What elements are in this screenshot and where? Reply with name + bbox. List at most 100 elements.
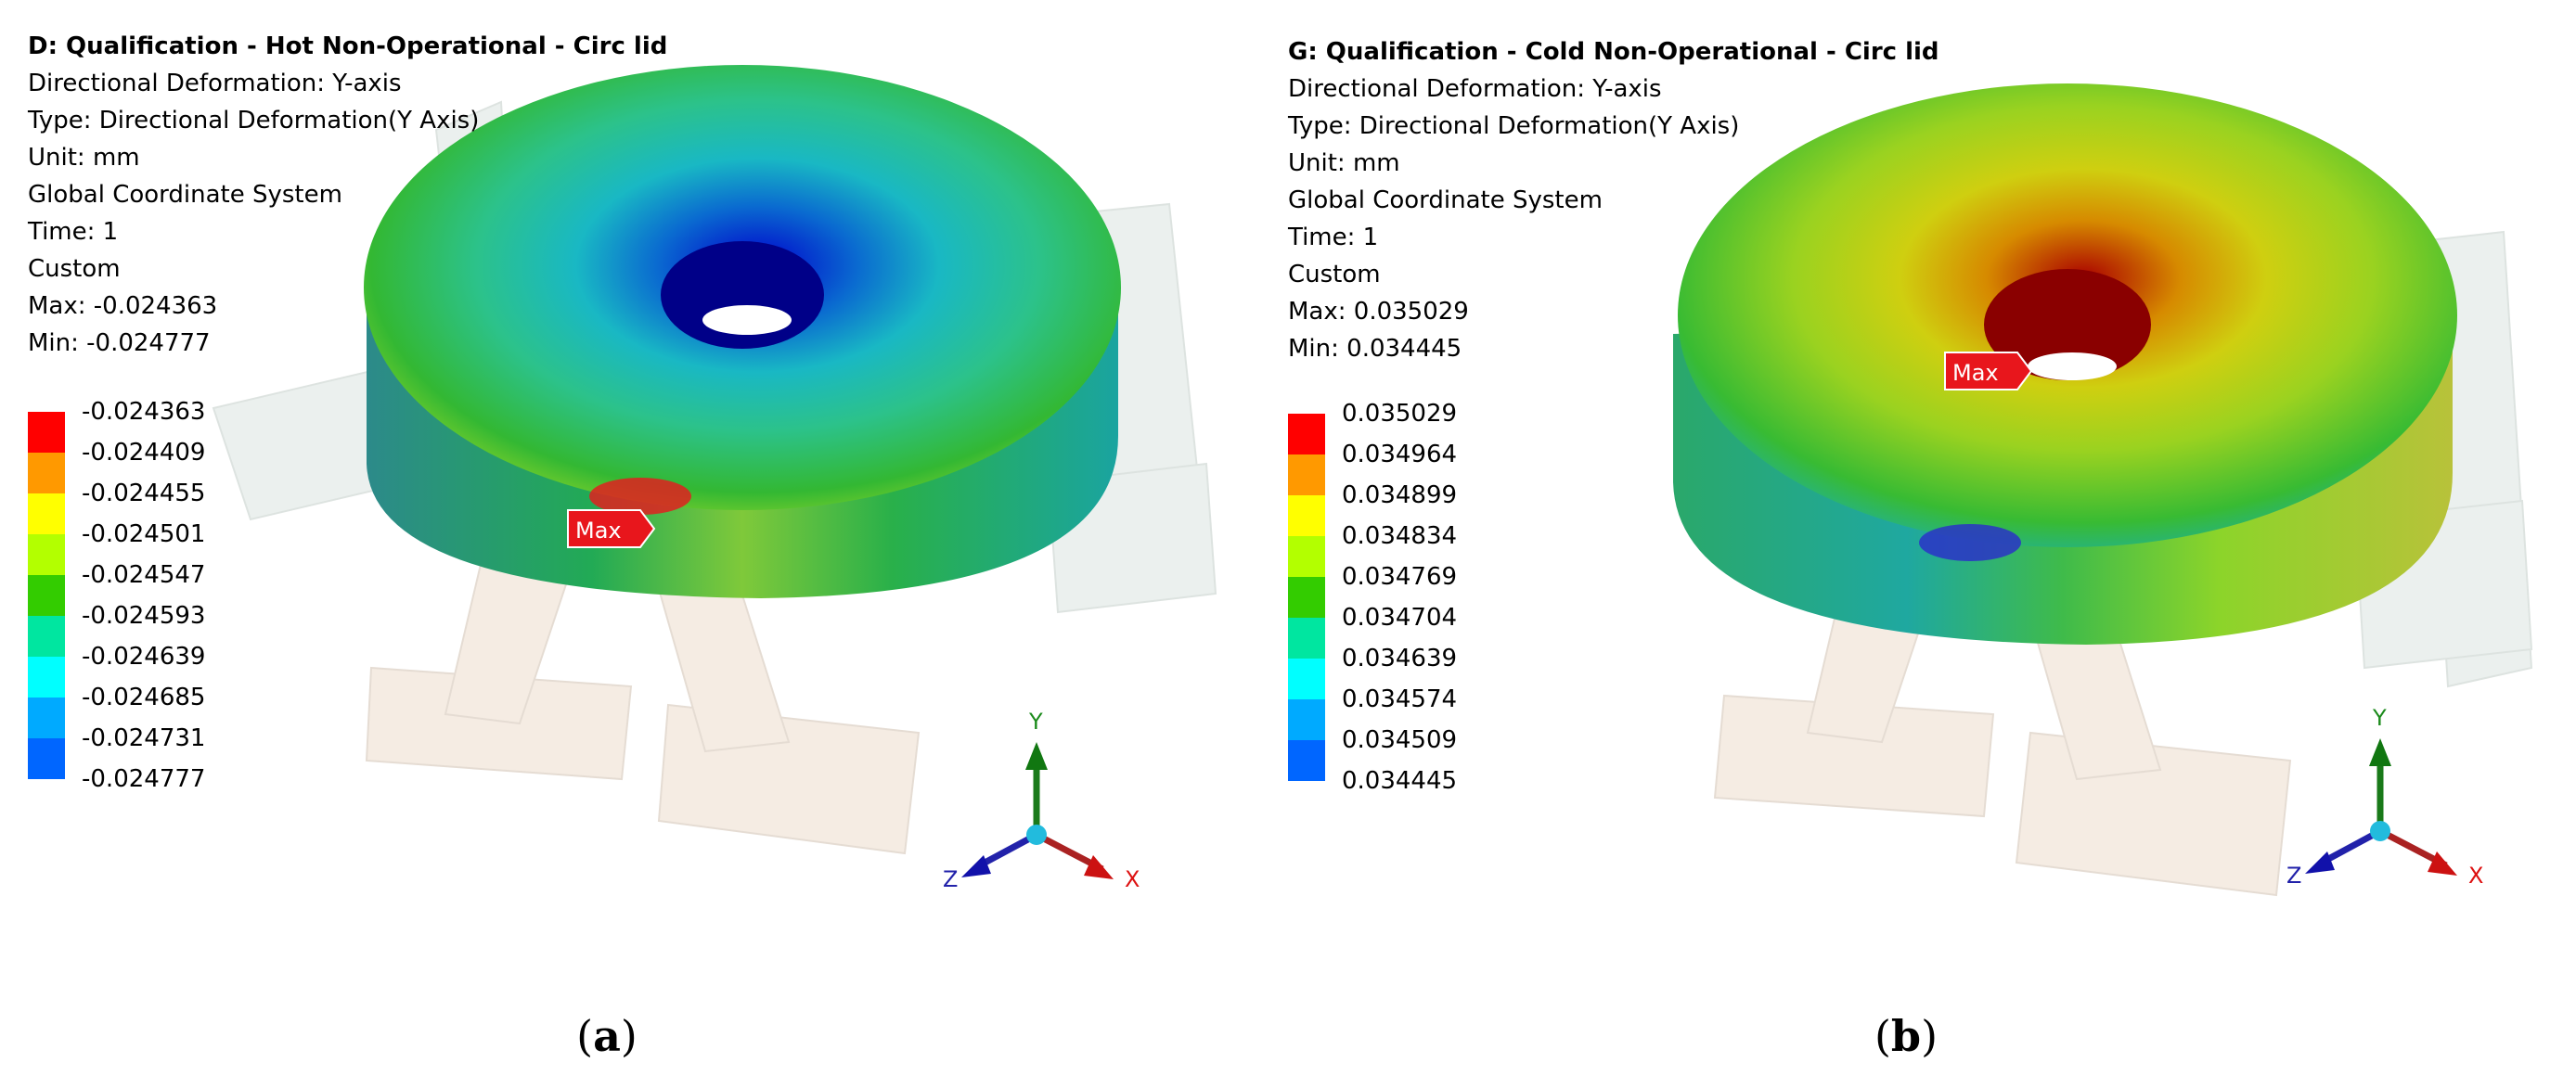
- legend-swatch: [28, 493, 65, 534]
- legend-row: 0.034834: [1288, 524, 1548, 577]
- legend-swatch: [1288, 536, 1325, 577]
- result-panel-hot: Max Y X Z D: Qualification - Hot Non-Ope…: [28, 28, 1217, 1061]
- legend-swatch: [1288, 454, 1325, 495]
- legend-swatch: [1288, 495, 1325, 536]
- info-line: Type: Directional Deformation(Y Axis): [1288, 112, 1740, 140]
- legend-row: 0.034899: [1288, 483, 1548, 536]
- result-title: D: Qualification - Hot Non-Operational -…: [28, 32, 668, 60]
- legend-value: 0.034704: [1342, 604, 1458, 632]
- max-marker-label: Max: [575, 518, 622, 544]
- legend-swatch: [1288, 659, 1325, 699]
- legend-row: -0.024501: [28, 522, 288, 575]
- legend-value: -0.024455: [82, 480, 206, 507]
- legend-swatch: [28, 534, 65, 575]
- deformation-model-view: Max Y X Z: [1673, 83, 2533, 897]
- legend-value: 0.035029: [1342, 400, 1458, 428]
- legend-value: 0.034509: [1342, 726, 1458, 754]
- axis-z-label: Z: [943, 866, 958, 892]
- legend-row: 0.034509 0.034445: [1288, 728, 1548, 793]
- legend-row: -0.024409: [28, 441, 288, 493]
- legend-value: 0.034769: [1342, 563, 1458, 591]
- caption-paren: ): [620, 1011, 638, 1061]
- legend-row: -0.024455: [28, 481, 288, 534]
- axis-triad: Y X Z: [943, 709, 1140, 892]
- legend-swatch: [28, 657, 65, 698]
- axis-x-label: X: [2468, 863, 2483, 889]
- max-marker: [567, 509, 656, 548]
- legend-row: 0.034769: [1288, 565, 1548, 618]
- info-line: Max: -0.024363: [28, 292, 218, 320]
- axis-z-label: Z: [2286, 863, 2301, 889]
- caption-letter: a: [593, 1011, 621, 1061]
- info-line: Max: 0.035029: [1288, 298, 1469, 326]
- info-line: Min: -0.024777: [28, 329, 211, 357]
- legend-value: -0.024501: [82, 520, 206, 548]
- legend-value: -0.024639: [82, 643, 206, 671]
- legend-swatch: [1288, 740, 1325, 781]
- legend-swatch: [28, 738, 65, 779]
- info-line: Time: 1: [28, 218, 119, 246]
- axis-y-label: Y: [1028, 709, 1043, 735]
- legend-value: -0.024547: [82, 561, 206, 589]
- deformation-model-view: Max Y X Z: [212, 65, 1217, 892]
- legend-swatch: [28, 616, 65, 657]
- legend-swatch: [28, 698, 65, 738]
- legend-row: 0.035029: [1288, 402, 1548, 454]
- legend-row: -0.024639: [28, 645, 288, 698]
- legend-value: 0.034964: [1342, 441, 1458, 468]
- axis-y-label: Y: [2372, 705, 2387, 731]
- info-line: Unit: mm: [1288, 149, 1400, 177]
- legend-value: -0.024731: [82, 724, 206, 752]
- max-marker: [1944, 352, 2033, 390]
- subfigure-caption: (b): [1850, 1011, 1962, 1061]
- legend-swatch: [28, 575, 65, 616]
- legend-value: 0.034834: [1342, 522, 1458, 550]
- result-info-block: D: Qualification - Hot Non-Operational -…: [28, 28, 667, 362]
- legend-row: 0.034964: [1288, 442, 1548, 495]
- info-line: Directional Deformation: Y-axis: [28, 70, 402, 97]
- info-line: Global Coordinate System: [28, 181, 342, 209]
- result-info-block: G: Qualification - Cold Non-Operational …: [1288, 33, 1939, 367]
- legend-row: 0.034639: [1288, 646, 1548, 699]
- caption-paren: (: [1874, 1011, 1891, 1061]
- legend-swatch: [1288, 414, 1325, 454]
- info-line: Custom: [1288, 261, 1381, 288]
- legend-row: -0.024685: [28, 685, 288, 738]
- legend-row: -0.024363: [28, 400, 288, 453]
- legend-row: 0.034574: [1288, 687, 1548, 740]
- info-line: Custom: [28, 255, 121, 283]
- legend-row: -0.024731 -0.024777: [28, 726, 288, 791]
- legend-row: 0.034704: [1288, 606, 1548, 659]
- legend-swatch: [1288, 577, 1325, 618]
- caption-paren: ): [1921, 1011, 1938, 1061]
- legend-value: -0.024685: [82, 684, 206, 711]
- info-line: Directional Deformation: Y-axis: [1288, 75, 1662, 103]
- legend-value: -0.024409: [82, 439, 206, 467]
- legend-row: -0.024593: [28, 604, 288, 657]
- legend-swatch: [28, 453, 65, 493]
- axis-x-label: X: [1125, 866, 1140, 892]
- info-line: Unit: mm: [28, 144, 140, 172]
- caption-letter: b: [1890, 1011, 1922, 1061]
- subfigure-caption: (a): [551, 1011, 663, 1061]
- legend-value: -0.024593: [82, 602, 206, 630]
- max-marker-label: Max: [1952, 360, 1999, 386]
- legend-value: -0.024363: [82, 398, 206, 426]
- legend-swatch: [1288, 699, 1325, 740]
- result-title: G: Qualification - Cold Non-Operational …: [1288, 38, 1939, 66]
- legend-value: 0.034574: [1342, 685, 1458, 713]
- axis-triad: Y X Z: [2286, 705, 2483, 889]
- info-line: Type: Directional Deformation(Y Axis): [28, 107, 480, 134]
- info-line: Time: 1: [1288, 224, 1379, 251]
- result-panel-cold: Max Y X Z G: Qualification - Cold Non-Op…: [1288, 0, 2576, 1088]
- legend-swatch: [1288, 618, 1325, 659]
- legend-row: -0.024547: [28, 563, 288, 616]
- legend-value: 0.034445: [1342, 767, 1458, 795]
- legend-value: 0.034899: [1342, 481, 1458, 509]
- info-line: Global Coordinate System: [1288, 186, 1603, 214]
- legend-swatch: [28, 412, 65, 453]
- legend-value: 0.034639: [1342, 645, 1458, 672]
- legend-value: -0.024777: [82, 765, 206, 793]
- caption-paren: (: [576, 1011, 594, 1061]
- info-line: Min: 0.034445: [1288, 335, 1462, 363]
